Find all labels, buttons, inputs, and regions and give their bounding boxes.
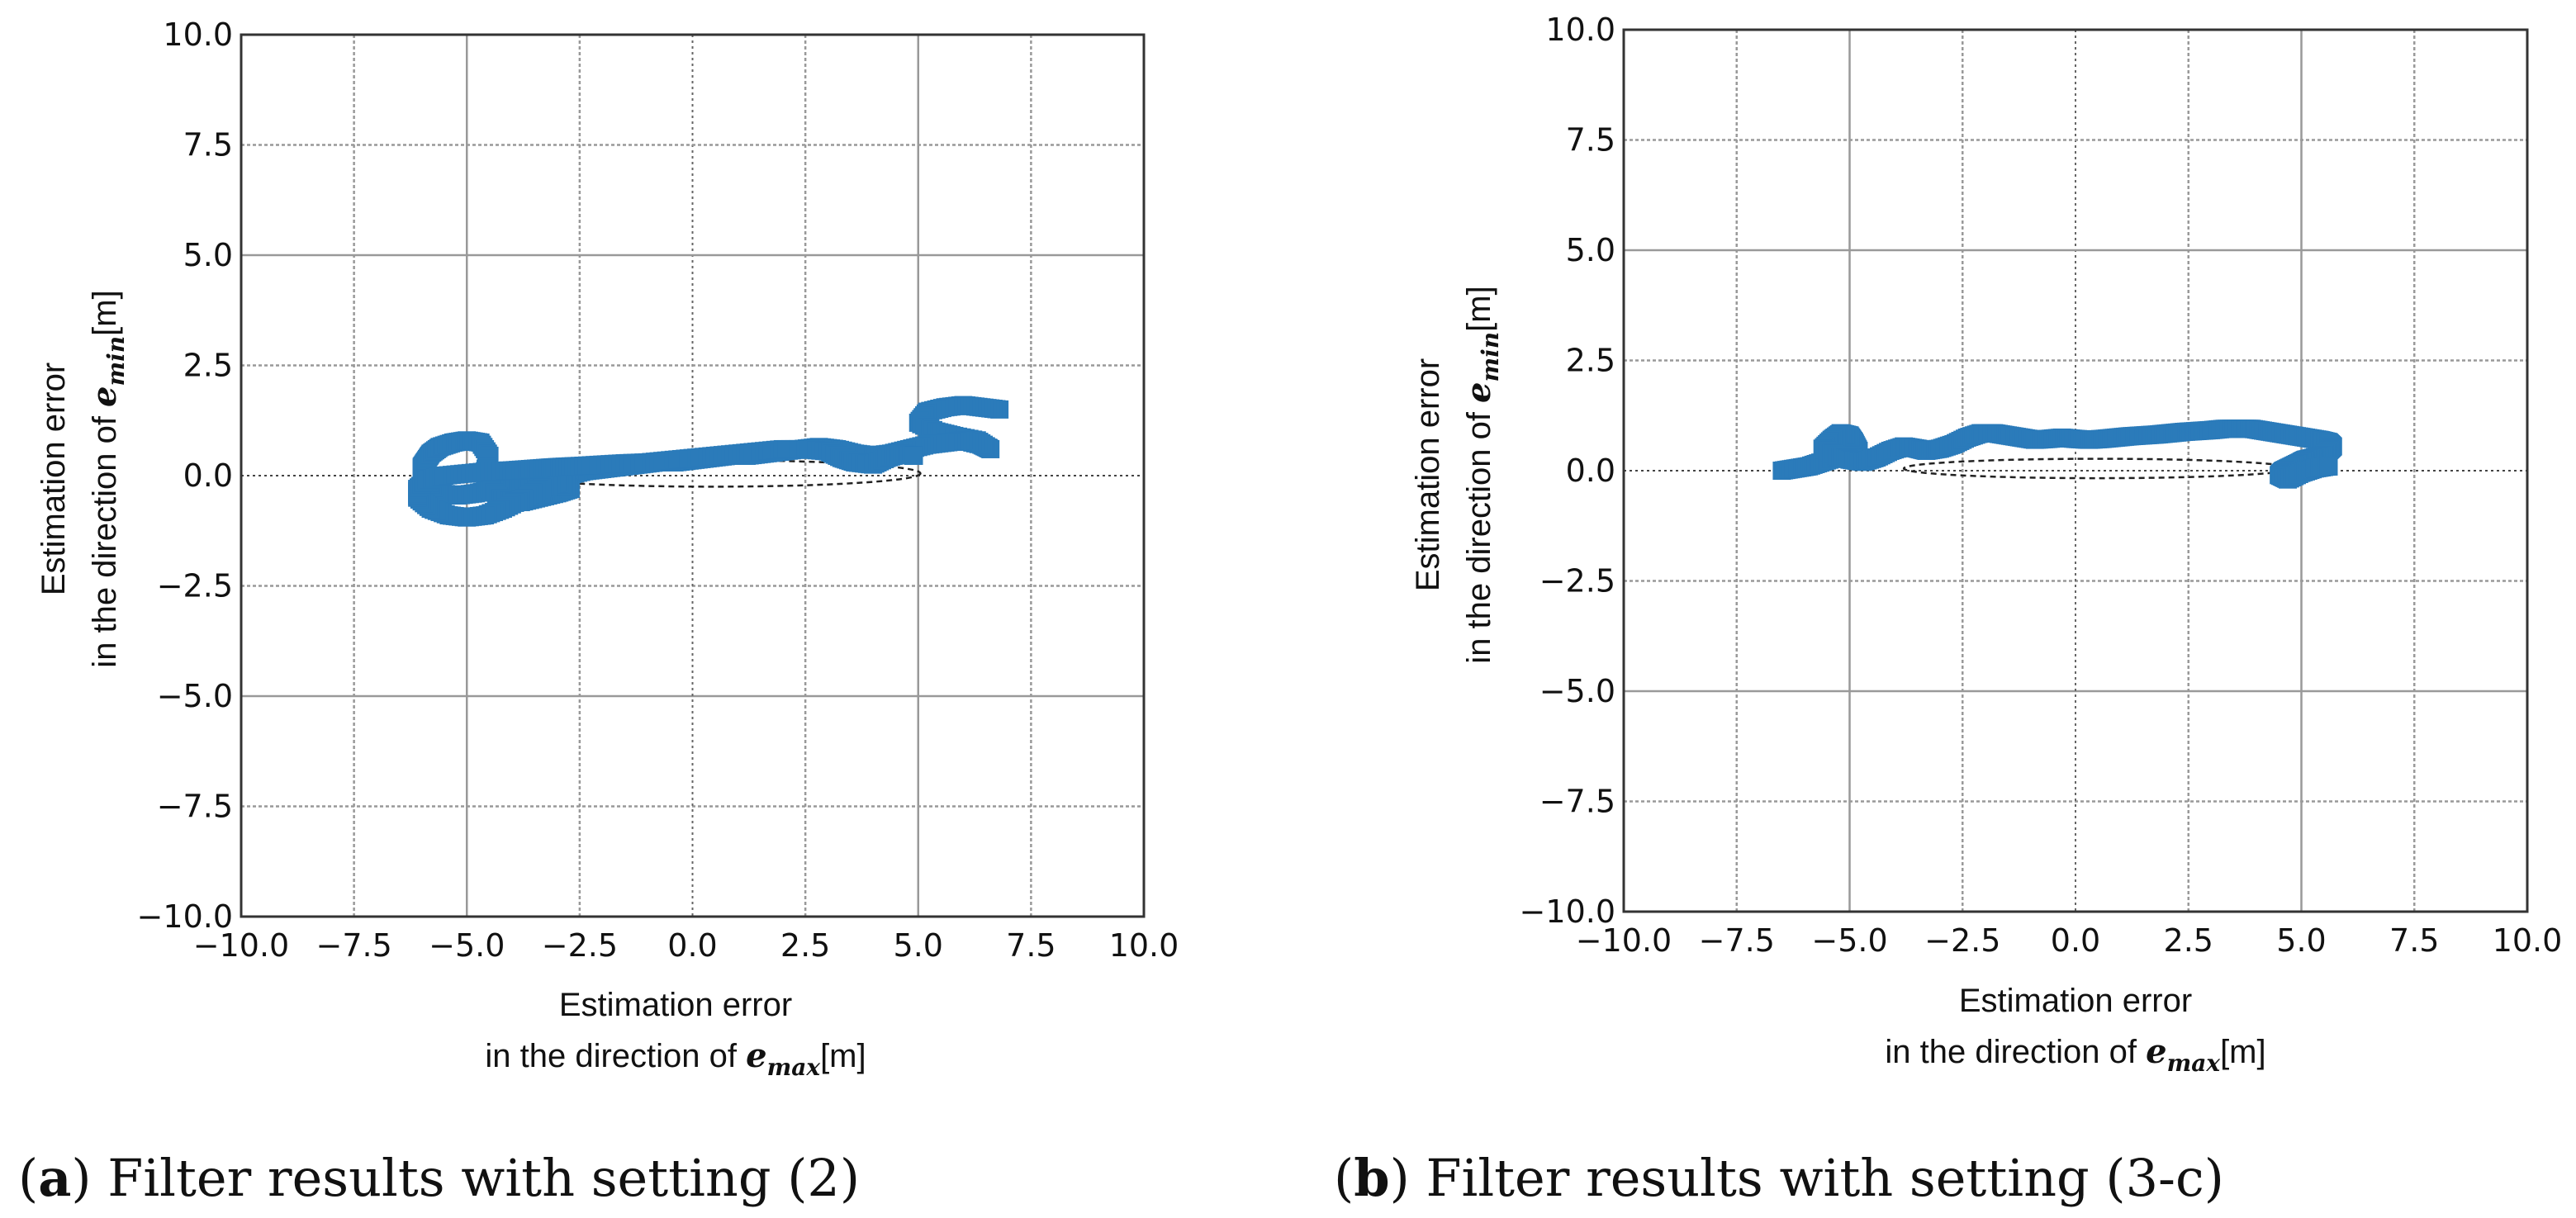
y-tick-label: 0.0	[1566, 453, 1615, 489]
caption-letter-b: b	[1354, 1148, 1389, 1208]
grid-b	[1622, 28, 2529, 913]
x-tick-label: −7.5	[1699, 922, 1775, 959]
x-tick-label: −5.0	[1811, 922, 1887, 959]
caption-letter-a: a	[38, 1148, 71, 1208]
caption-text-a: Filter results with setting (2)	[107, 1148, 860, 1208]
y-tick-label: −7.5	[157, 789, 233, 825]
y-tick-label: −2.5	[1539, 563, 1615, 600]
y-tick-label: 10.0	[1545, 12, 1615, 48]
x-axis-label-line2-a: in the direction of emax[m]	[485, 1036, 866, 1081]
x-tick-label: 5.0	[894, 927, 943, 964]
x-axis-unit-b: [m]	[2220, 1034, 2266, 1070]
plot-frame-a	[240, 33, 1146, 918]
x-tick-label: 5.0	[2276, 922, 2326, 959]
y-tick-label: 10.0	[163, 17, 233, 53]
y-axis-unit-a: [m]	[87, 290, 123, 336]
x-tick-labels-b: −10.0 −7.5 −5.0 −2.5 0.0 2.5 5.0 7.5 10.0	[1576, 922, 2563, 959]
x-axis-label-line1-a: Estimation error	[559, 987, 792, 1023]
grid-a	[240, 33, 1146, 918]
x-tick-label: −2.5	[542, 927, 618, 964]
y-tick-label: 2.5	[1566, 343, 1615, 379]
y-axis-label-line1-a: Estimation error	[36, 363, 72, 595]
scatter-series-b	[1772, 419, 2342, 489]
y-tick-label: −10.0	[137, 898, 233, 935]
x-axis-unit-a: [m]	[820, 1038, 866, 1074]
x-axis-symbol-b: e	[2146, 1032, 2166, 1071]
x-tick-label: 10.0	[1109, 927, 1179, 964]
y-tick-label: −5.0	[157, 678, 233, 714]
covariance-ellipse	[1902, 457, 2294, 480]
y-tick-label: −7.5	[1539, 784, 1615, 820]
x-tick-label: 2.5	[2164, 922, 2213, 959]
x-tick-label: −5.0	[429, 927, 505, 964]
y-tick-label: −2.5	[157, 568, 233, 604]
y-tick-label: 5.0	[183, 237, 233, 273]
x-tick-label: −2.5	[1924, 922, 2000, 959]
panel-b: −10.0 −7.5 −5.0 −2.5 0.0 2.5 5.0 7.5 10.0 −10.0−…	[1334, 12, 2562, 1208]
plot-frame-b	[1622, 28, 2529, 913]
y-axis-unit-b: [m]	[1461, 286, 1497, 332]
x-tick-labels-a: −10.0 −7.5 −5.0 −2.5 0.0 2.5 5.0 7.5 10.0	[193, 927, 1179, 964]
x-tick-label: −7.5	[315, 927, 391, 964]
y-axis-label-prefix-b: in the direction of	[1461, 403, 1497, 664]
x-axis-subscript-b: max	[2167, 1050, 2221, 1077]
ellipse-b	[1902, 457, 2294, 480]
x-tick-label: 7.5	[1006, 927, 1056, 964]
caption-a: (a) Filter results with setting (2)	[18, 1148, 860, 1208]
x-tick-label: 2.5	[780, 927, 830, 964]
x-axis-label-prefix-b: in the direction of	[1885, 1034, 2146, 1070]
x-axis-label-line2-b: in the direction of emax[m]	[1885, 1032, 2265, 1077]
x-tick-label: −10.0	[1576, 922, 1672, 959]
y-tick-label: 0.0	[183, 457, 233, 494]
x-tick-label: 7.5	[2389, 922, 2439, 959]
y-axis-label-prefix-a: in the direction of	[87, 407, 123, 668]
y-axis-subscript-a: min	[102, 336, 130, 386]
scatter-series-a	[408, 396, 1009, 527]
x-tick-label: 0.0	[667, 927, 717, 964]
caption-text-b: Filter results with setting (3-c)	[1426, 1148, 2223, 1208]
y-axis-subscript-b: min	[1477, 332, 1504, 382]
x-tick-label: 10.0	[2493, 922, 2563, 959]
y-tick-labels-a: −10.0 −7.5 −5.0 −2.5 0.0 2.5 5.0 7.5 10.0	[137, 17, 233, 935]
x-tick-label: 0.0	[2051, 922, 2100, 959]
y-axis-symbol-a: e	[85, 386, 124, 406]
x-axis-label-line1-b: Estimation error	[1959, 983, 2192, 1019]
panel-a: −10.0 −7.5 −5.0 −2.5 0.0 2.5 5.0 7.5 10.0 −10.0−…	[18, 17, 1179, 1208]
y-tick-label: 7.5	[1566, 122, 1615, 159]
y-axis-symbol-b: e	[1459, 382, 1498, 402]
y-axis-label-line2-b: in the direction of emin[m]	[1459, 286, 1504, 663]
y-axis-label-line1-b: Estimation error	[1410, 358, 1446, 591]
y-tick-label: 7.5	[183, 127, 233, 164]
x-axis-symbol-a: e	[746, 1036, 766, 1075]
caption-b: (b) Filter results with setting (3-c)	[1334, 1148, 2224, 1208]
y-axis-label-line2-a: in the direction of emin[m]	[85, 290, 130, 667]
y-tick-label: 2.5	[183, 348, 233, 384]
data-point	[2319, 457, 2338, 476]
data-point	[904, 446, 923, 465]
x-tick-label: −10.0	[193, 927, 289, 964]
y-tick-label: −10.0	[1520, 893, 1615, 930]
y-tick-labels-b: −10.0 −7.5 −5.0 −2.5 0.0 2.5 5.0 7.5 10.0	[1520, 12, 1615, 930]
x-axis-label-prefix-a: in the direction of	[485, 1038, 746, 1074]
y-tick-label: −5.0	[1539, 673, 1615, 709]
y-tick-label: 5.0	[1566, 232, 1615, 268]
x-axis-subscript-a: max	[767, 1054, 821, 1081]
